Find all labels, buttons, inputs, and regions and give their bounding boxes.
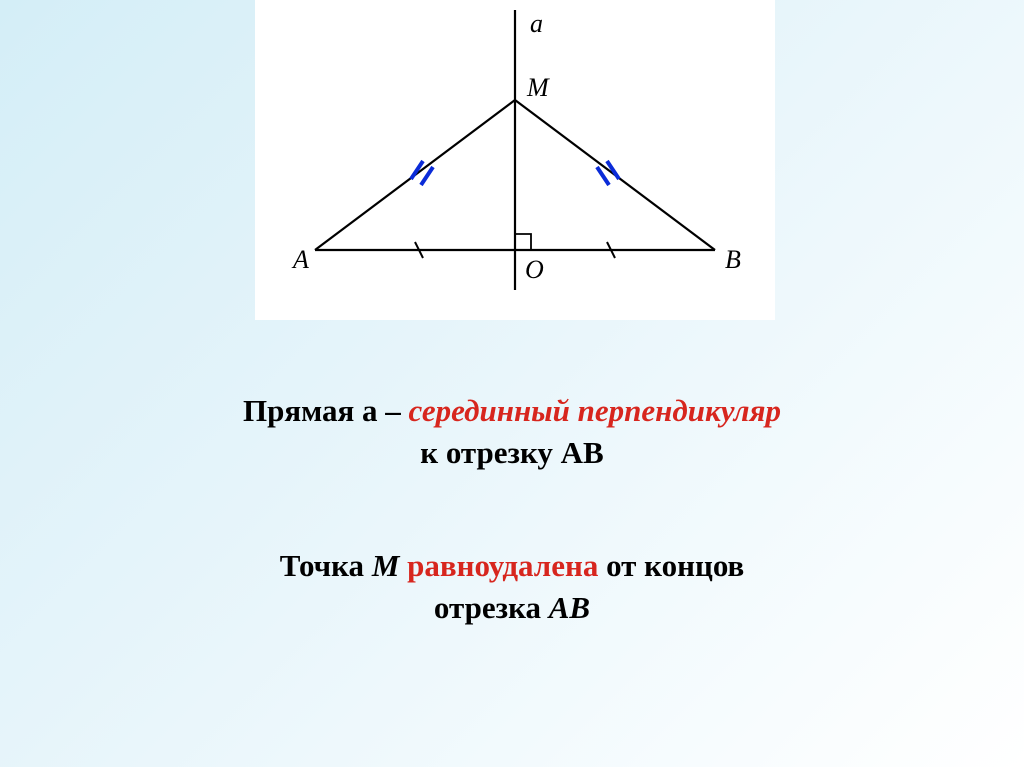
statement-1: Прямая а – серединный перпендикуляр к от…: [0, 390, 1024, 474]
label-B: B: [725, 245, 741, 274]
label-A: A: [291, 245, 309, 274]
s2-p4: от концов: [598, 548, 744, 583]
s2-p6: АВ: [549, 590, 590, 625]
statement-2-line2: отрезка АВ: [0, 587, 1024, 629]
label-O: O: [525, 255, 544, 284]
label-line-a: a: [530, 9, 543, 38]
statement-2: Точка М равноудалена от концов отрезка А…: [0, 545, 1024, 629]
s1-p2: серединный перпендикуляр: [409, 393, 781, 428]
geometry-diagram: a M A B O: [255, 0, 775, 320]
s2-p5: отрезка: [434, 590, 549, 625]
s1-p3: к отрезку АВ: [420, 435, 604, 470]
label-M: M: [526, 73, 550, 102]
s2-p2: М: [372, 548, 407, 583]
s2-p1: Точка: [280, 548, 372, 583]
statement-1-line1: Прямая а – серединный перпендикуляр: [0, 390, 1024, 432]
s2-p3: равноудалена: [407, 548, 598, 583]
statement-1-line2: к отрезку АВ: [0, 432, 1024, 474]
s1-p1: Прямая а –: [243, 393, 409, 428]
statement-2-line1: Точка М равноудалена от концов: [0, 545, 1024, 587]
diagram-svg: a M A B O: [255, 0, 775, 320]
right-angle-mark: [515, 234, 531, 250]
